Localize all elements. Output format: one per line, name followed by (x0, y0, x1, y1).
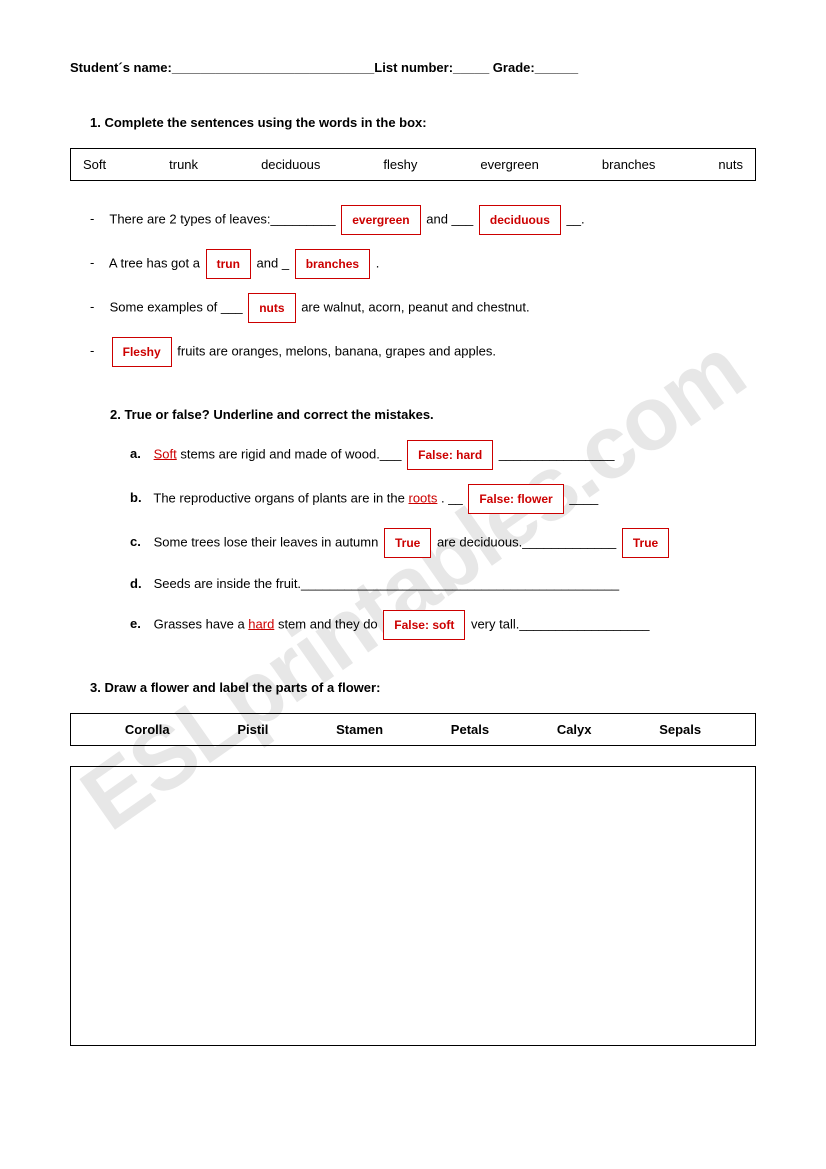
q1-s4-text: fruits are oranges, melons, banana, grap… (177, 343, 496, 358)
q1-word: Soft (83, 157, 106, 172)
answer-box: branches (295, 249, 370, 279)
q1-s2-text: . (376, 255, 380, 270)
grade-blank: ______ (535, 60, 578, 75)
answer-box: False: hard (407, 440, 493, 470)
q1-word: trunk (169, 157, 198, 172)
q1-s3-text: Some examples of ___ (110, 299, 243, 314)
answer-box: evergreen (341, 205, 420, 235)
answer-box: True (622, 528, 669, 558)
q1-sentence-1: - There are 2 types of leaves:_________ … (90, 205, 756, 235)
worksheet-page: Student´s name:_________________________… (0, 0, 826, 1086)
q3-word: Petals (451, 722, 489, 737)
q2-item-a: a. Soft stems are rigid and made of wood… (130, 440, 756, 470)
q1-s1-text: and ___ (426, 211, 473, 226)
q1-word: deciduous (261, 157, 320, 172)
q2c-text: Some trees lose their leaves in autumn (154, 534, 379, 549)
q1-word: branches (602, 157, 655, 172)
item-letter: e. (130, 612, 150, 636)
item-letter: c. (130, 530, 150, 554)
q1-s1-text: There are 2 types of leaves:_________ (109, 211, 335, 226)
q2-title: 2. True or false? Underline and correct … (110, 407, 756, 422)
bullet-dash: - (90, 251, 106, 275)
q1-title: 1. Complete the sentences using the word… (90, 115, 756, 130)
bullet-dash: - (90, 295, 106, 319)
q3-word: Stamen (336, 722, 383, 737)
q2-list: a. Soft stems are rigid and made of wood… (130, 440, 756, 640)
q2-item-d: d. Seeds are inside the fruit.__________… (130, 572, 756, 596)
q2-item-e: e. Grasses have a hard stem and they do … (130, 610, 756, 640)
q1-sentence-3: - Some examples of ___ nuts are walnut, … (90, 293, 756, 323)
q2-item-c: c. Some trees lose their leaves in autum… (130, 528, 756, 558)
student-name-blank: ____________________________ (172, 60, 374, 75)
list-number-blank: _____ (453, 60, 489, 75)
q1-word: fleshy (383, 157, 417, 172)
q2e-text: stem and they do (278, 616, 378, 631)
q1-s2-text: A tree has got a (109, 255, 204, 270)
q1-s2-text: and _ (257, 255, 290, 270)
answer-box: True (384, 528, 431, 558)
q3-word-box: Corolla Pistil Stamen Petals Calyx Sepal… (70, 713, 756, 746)
q1-s1-text: __. (567, 211, 585, 226)
q3-drawing-area (70, 766, 756, 1046)
underlined-word: hard (248, 616, 274, 631)
q2e-tail: very tall.__________________ (471, 616, 650, 631)
q3-title: 3. Draw a flower and label the parts of … (90, 680, 756, 695)
q3-word: Pistil (237, 722, 268, 737)
q2e-text: Grasses have a (154, 616, 249, 631)
q1-word: nuts (718, 157, 743, 172)
answer-box: trun (206, 249, 251, 279)
answer-box: False: soft (383, 610, 465, 640)
student-name-label: Student´s name: (70, 60, 172, 75)
list-number-label: List number: (374, 60, 453, 75)
q2b-text: The reproductive organs of plants are in… (153, 490, 408, 505)
q1-word-box: Soft trunk deciduous fleshy evergreen br… (70, 148, 756, 181)
underlined-word: roots (408, 490, 437, 505)
answer-box: deciduous (479, 205, 561, 235)
q1-word: evergreen (480, 157, 539, 172)
q3-word: Calyx (557, 722, 592, 737)
q2b-tail: ____ (569, 490, 598, 505)
q1-sentence-2: - A tree has got a trun and _ branches . (90, 249, 756, 279)
q1-sentences: - There are 2 types of leaves:_________ … (90, 205, 756, 367)
bullet-dash: - (90, 339, 106, 363)
item-letter: d. (130, 572, 150, 596)
answer-box: nuts (248, 293, 295, 323)
q1-s3-text: are walnut, acorn, peanut and chestnut. (301, 299, 529, 314)
item-letter: a. (130, 442, 150, 466)
q2a-tail: ________________ (499, 446, 615, 461)
answer-box: False: flower (468, 484, 563, 514)
q2b-text: . __ (441, 490, 463, 505)
header-line: Student´s name:_________________________… (70, 60, 756, 75)
q2d-text: Seeds are inside the fruit._____________… (154, 576, 620, 591)
q2a-text: stems are rigid and made of wood.___ (180, 446, 401, 461)
q3-word: Corolla (125, 722, 170, 737)
q3-word: Sepals (659, 722, 701, 737)
answer-box: Fleshy (112, 337, 172, 367)
underlined-word: Soft (154, 446, 177, 461)
q2c-text: are deciduous._____________ (437, 534, 616, 549)
item-letter: b. (130, 486, 150, 510)
grade-label: Grade: (489, 60, 535, 75)
q2-item-b: b. The reproductive organs of plants are… (130, 484, 756, 514)
q1-sentence-4: - Fleshy fruits are oranges, melons, ban… (90, 337, 756, 367)
bullet-dash: - (90, 207, 106, 231)
